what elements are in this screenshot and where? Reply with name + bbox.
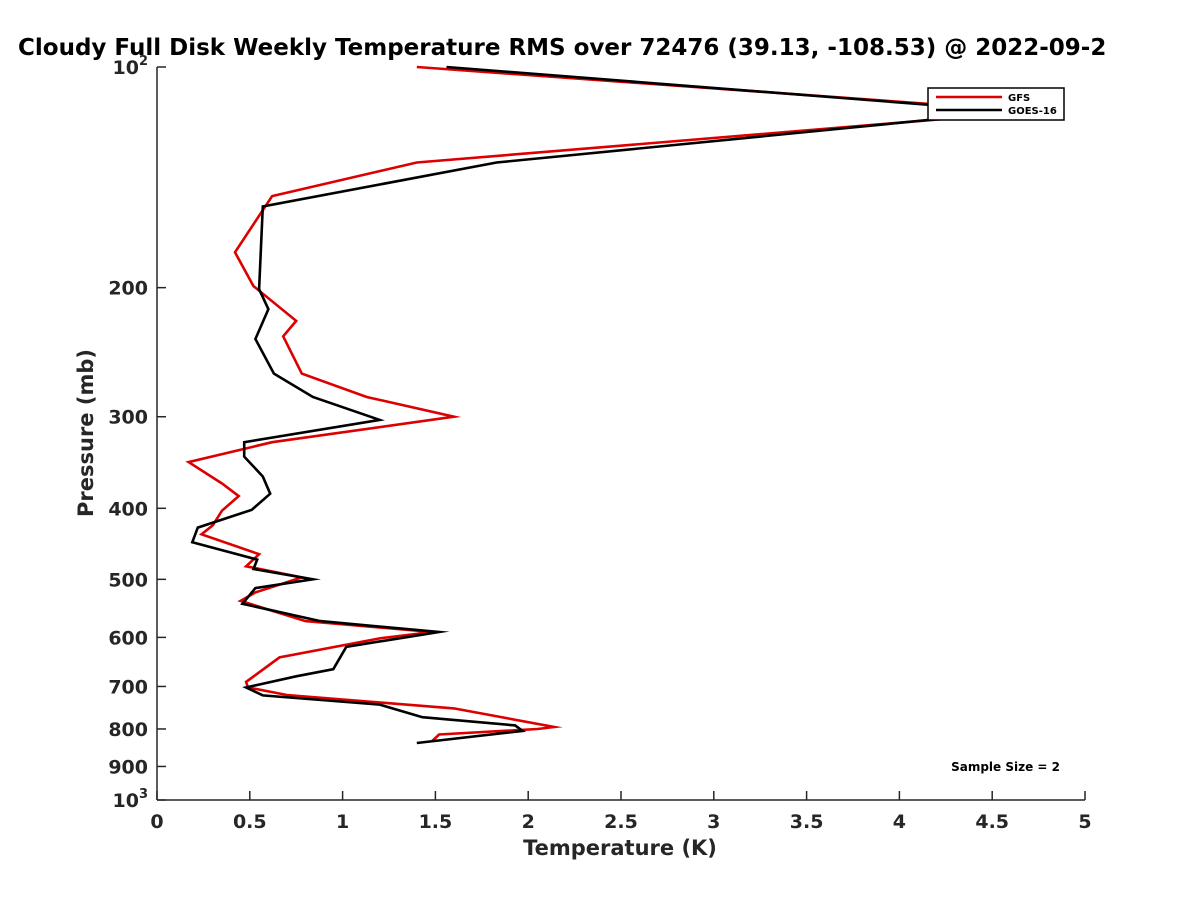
axes: 0 0.5 1 1.5 2 2.5 3 3.5 4 4.5 51022003004005006007…	[108, 54, 1091, 833]
x-tick-label: 4.5	[975, 811, 1009, 833]
y-tick-label: 400	[108, 498, 148, 520]
x-axis-label: Temperature (K)	[523, 836, 717, 860]
y-tick-label-base: 10	[113, 790, 139, 812]
y-tick-label: 900	[108, 756, 148, 778]
y-tick-label: 200	[108, 278, 148, 300]
y-tick-label: 500	[108, 569, 148, 591]
x-tick-label: 1.5	[419, 811, 453, 833]
x-tick-label: 1	[336, 811, 349, 833]
legend-label: GFS	[1008, 93, 1030, 104]
y-tick-label: 600	[108, 627, 148, 649]
legend: GFS GOES-16	[927, 87, 1065, 121]
y-tick-label-exponent: 2	[139, 54, 148, 69]
y-tick-label-base: 600	[108, 627, 148, 649]
y-tick-label: 102	[113, 54, 149, 79]
y-tick-label: 300	[108, 407, 148, 429]
x-tick-label: 0.5	[233, 811, 267, 833]
y-tick-label: 800	[108, 719, 148, 741]
series-line-goes-16	[190, 65, 1015, 745]
x-tick-label: 4	[893, 811, 906, 833]
y-tick-label-base: 800	[108, 719, 148, 741]
y-tick-label-base: 700	[108, 676, 148, 698]
series-line-gfs	[185, 65, 1036, 743]
y-tick-label-exponent: 3	[139, 787, 148, 802]
x-tick-label: 3.5	[790, 811, 824, 833]
legend-box	[927, 87, 1065, 121]
y-tick-label-base: 10	[113, 57, 139, 79]
y-tick-label-base: 900	[108, 756, 148, 778]
sample-size-annotation: Sample Size = 2	[951, 760, 1060, 774]
y-tick-label-base: 400	[108, 498, 148, 520]
y-tick-label-base: 500	[108, 569, 148, 591]
x-tick-label: 2	[522, 811, 535, 833]
y-tick-label: 103	[113, 787, 149, 812]
y-axis-label: Pressure (mb)	[74, 349, 98, 517]
x-tick-label: 2.5	[604, 811, 638, 833]
y-tick-label: 700	[108, 676, 148, 698]
chart-title: Cloudy Full Disk Weekly Temperature RMS …	[18, 35, 1106, 61]
y-tick-label-base: 200	[108, 278, 148, 300]
plot-series	[185, 65, 1036, 745]
x-tick-label: 3	[707, 811, 720, 833]
y-tick-label-base: 300	[108, 407, 148, 429]
x-tick-label: 5	[1078, 811, 1091, 833]
x-tick-label: 0	[150, 811, 163, 833]
legend-label: GOES-16	[1008, 106, 1057, 117]
